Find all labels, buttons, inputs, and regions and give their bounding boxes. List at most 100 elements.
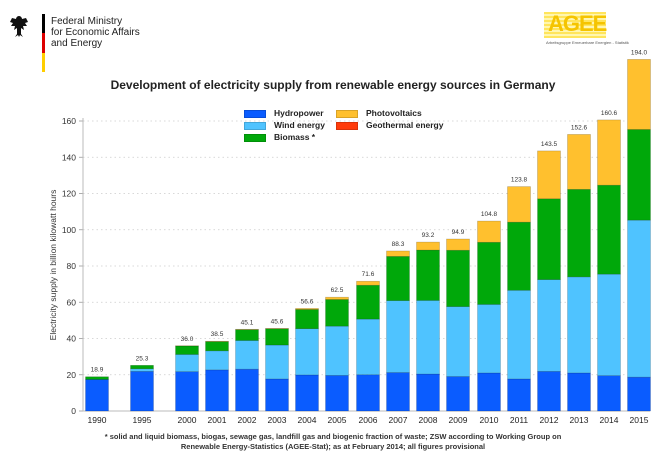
total-label: 194.0 [631, 49, 648, 56]
legend-item-geothermal: Geothermal energy [336, 120, 443, 130]
y-tick-label: 160 [62, 116, 76, 126]
bar-segment-wind-energy [446, 306, 470, 377]
x-tick-labels: 1990 1995 2000 2001 2002 2003 2004 2005 2006 2007… [88, 415, 649, 425]
x-tick-label: 1990 [88, 415, 107, 425]
bar-segment-wind-energy [130, 368, 154, 372]
bar-segment-hydropower [386, 372, 410, 412]
total-labels: 18.9 25.3 36.0 38.5 45.1 45.6 56.6 62.5 71.6 88.3… [91, 49, 648, 373]
bar-stack [567, 134, 591, 412]
total-label: 36.0 [181, 336, 194, 343]
bars [85, 59, 651, 412]
x-tick-label: 2004 [298, 415, 317, 425]
bar-segment-photovoltaics [416, 241, 440, 251]
bar-segment-photovoltaics [597, 119, 621, 186]
x-tick-label: 2011 [510, 415, 529, 425]
bar-segment-hydropower [537, 371, 561, 412]
legend-swatch-biomass [244, 133, 266, 142]
bar-segment-wind-energy [507, 289, 531, 380]
bar-stack [235, 328, 259, 412]
x-tick-label: 2008 [419, 415, 438, 425]
x-tick-label: 2010 [480, 415, 499, 425]
bar-segment-wind-energy [265, 344, 289, 380]
x-tick-label: 2013 [570, 415, 589, 425]
total-label: 38.5 [211, 331, 224, 338]
bar-segment-photovoltaics [386, 250, 410, 257]
bar-segment-wind-energy [356, 318, 380, 376]
bar-segment-photovoltaics [507, 186, 531, 223]
bar-stack [85, 376, 109, 412]
total-label: 25.3 [136, 355, 149, 362]
bar-segment-photovoltaics [446, 238, 470, 251]
y-tick-label: 40 [67, 334, 77, 344]
footnote-line-1: * solid and liquid biomass, biogas, sewa… [104, 432, 562, 441]
bar-segment-hydropower [205, 369, 229, 412]
bar-stack [175, 345, 199, 412]
bar-segment-hydropower [265, 378, 289, 412]
y-tick-label: 60 [67, 297, 77, 307]
bar-segment-hydropower [295, 374, 319, 412]
ministry-line-1: Federal Ministry [51, 16, 123, 27]
flag-black [42, 14, 45, 34]
bar-segment-wind-energy [477, 304, 501, 374]
bar-stack [507, 186, 531, 412]
legend-swatch-hydropower [244, 109, 266, 118]
x-tick-label: 2007 [389, 415, 408, 425]
ministry-line-2: for Economic Affairs [51, 27, 140, 38]
x-tick-label: 2006 [359, 415, 378, 425]
total-label: 104.8 [481, 211, 498, 218]
total-label: 62.5 [331, 287, 344, 294]
bar-stack [265, 328, 289, 412]
bar-segment-wind-energy [205, 350, 229, 371]
total-label: 152.6 [571, 124, 588, 131]
footnote: * solid and liquid biomass, biogas, sewa… [0, 432, 666, 452]
bar-segment-wind-energy [537, 279, 561, 372]
bar-segment-hydropower [416, 373, 440, 412]
bar-segment-wind-energy [295, 328, 319, 376]
bar-segment-biomass [597, 184, 621, 275]
bar-segment-wind-energy [386, 300, 410, 373]
bar-segment-photovoltaics [295, 308, 319, 310]
total-label: 123.8 [511, 177, 528, 184]
bar-segment-biomass [537, 198, 561, 280]
x-tick-label: 1995 [133, 415, 152, 425]
bar-stack [597, 119, 621, 412]
bar-segment-wind-energy [567, 276, 591, 374]
bar-stack [356, 280, 380, 412]
x-tick-label: 2014 [600, 415, 619, 425]
bar-segment-biomass [386, 256, 410, 301]
ministry-line-3: and Energy [51, 38, 103, 49]
bar-stack [205, 340, 229, 412]
bar-segment-biomass [477, 241, 501, 305]
bar-segment-biomass [507, 221, 531, 291]
bar-segment-biomass [416, 249, 440, 301]
bar-segment-hydropower [477, 372, 501, 412]
bar-segment-photovoltaics [537, 150, 561, 200]
bar-segment-photovoltaics [627, 59, 651, 130]
x-tick-label: 2000 [178, 415, 197, 425]
total-label: 18.9 [91, 367, 104, 374]
bar-stack [130, 365, 154, 412]
bar-segment-biomass [175, 345, 199, 355]
y-tick-label: 100 [62, 225, 76, 235]
bar-stack [295, 308, 319, 412]
bar-segment-wind-energy [175, 354, 199, 372]
total-label: 45.1 [241, 319, 254, 326]
x-tick-label: 2003 [268, 415, 287, 425]
total-label: 71.6 [362, 271, 375, 278]
bar-segment-wind-energy [416, 300, 440, 375]
total-label: 93.2 [422, 232, 435, 239]
bar-stack [386, 250, 410, 412]
flag-gold [42, 52, 45, 72]
flag-red [42, 33, 45, 53]
legend-label-hydropower: Hydropower [274, 108, 324, 118]
bar-segment-hydropower [567, 372, 591, 412]
bar-stack [416, 241, 440, 412]
ministry-logo: Federal Ministry for Economic Affairs an… [8, 10, 208, 72]
legend-swatch-photovoltaics [336, 109, 358, 118]
bar-stack [477, 220, 501, 412]
bar-segment-hydropower [627, 376, 651, 412]
chart-title: Development of electricity supply from r… [110, 78, 556, 92]
x-tick-label: 2001 [208, 415, 227, 425]
y-tick-labels: 0 20 40 60 80 100 120 140 160 [62, 116, 76, 416]
